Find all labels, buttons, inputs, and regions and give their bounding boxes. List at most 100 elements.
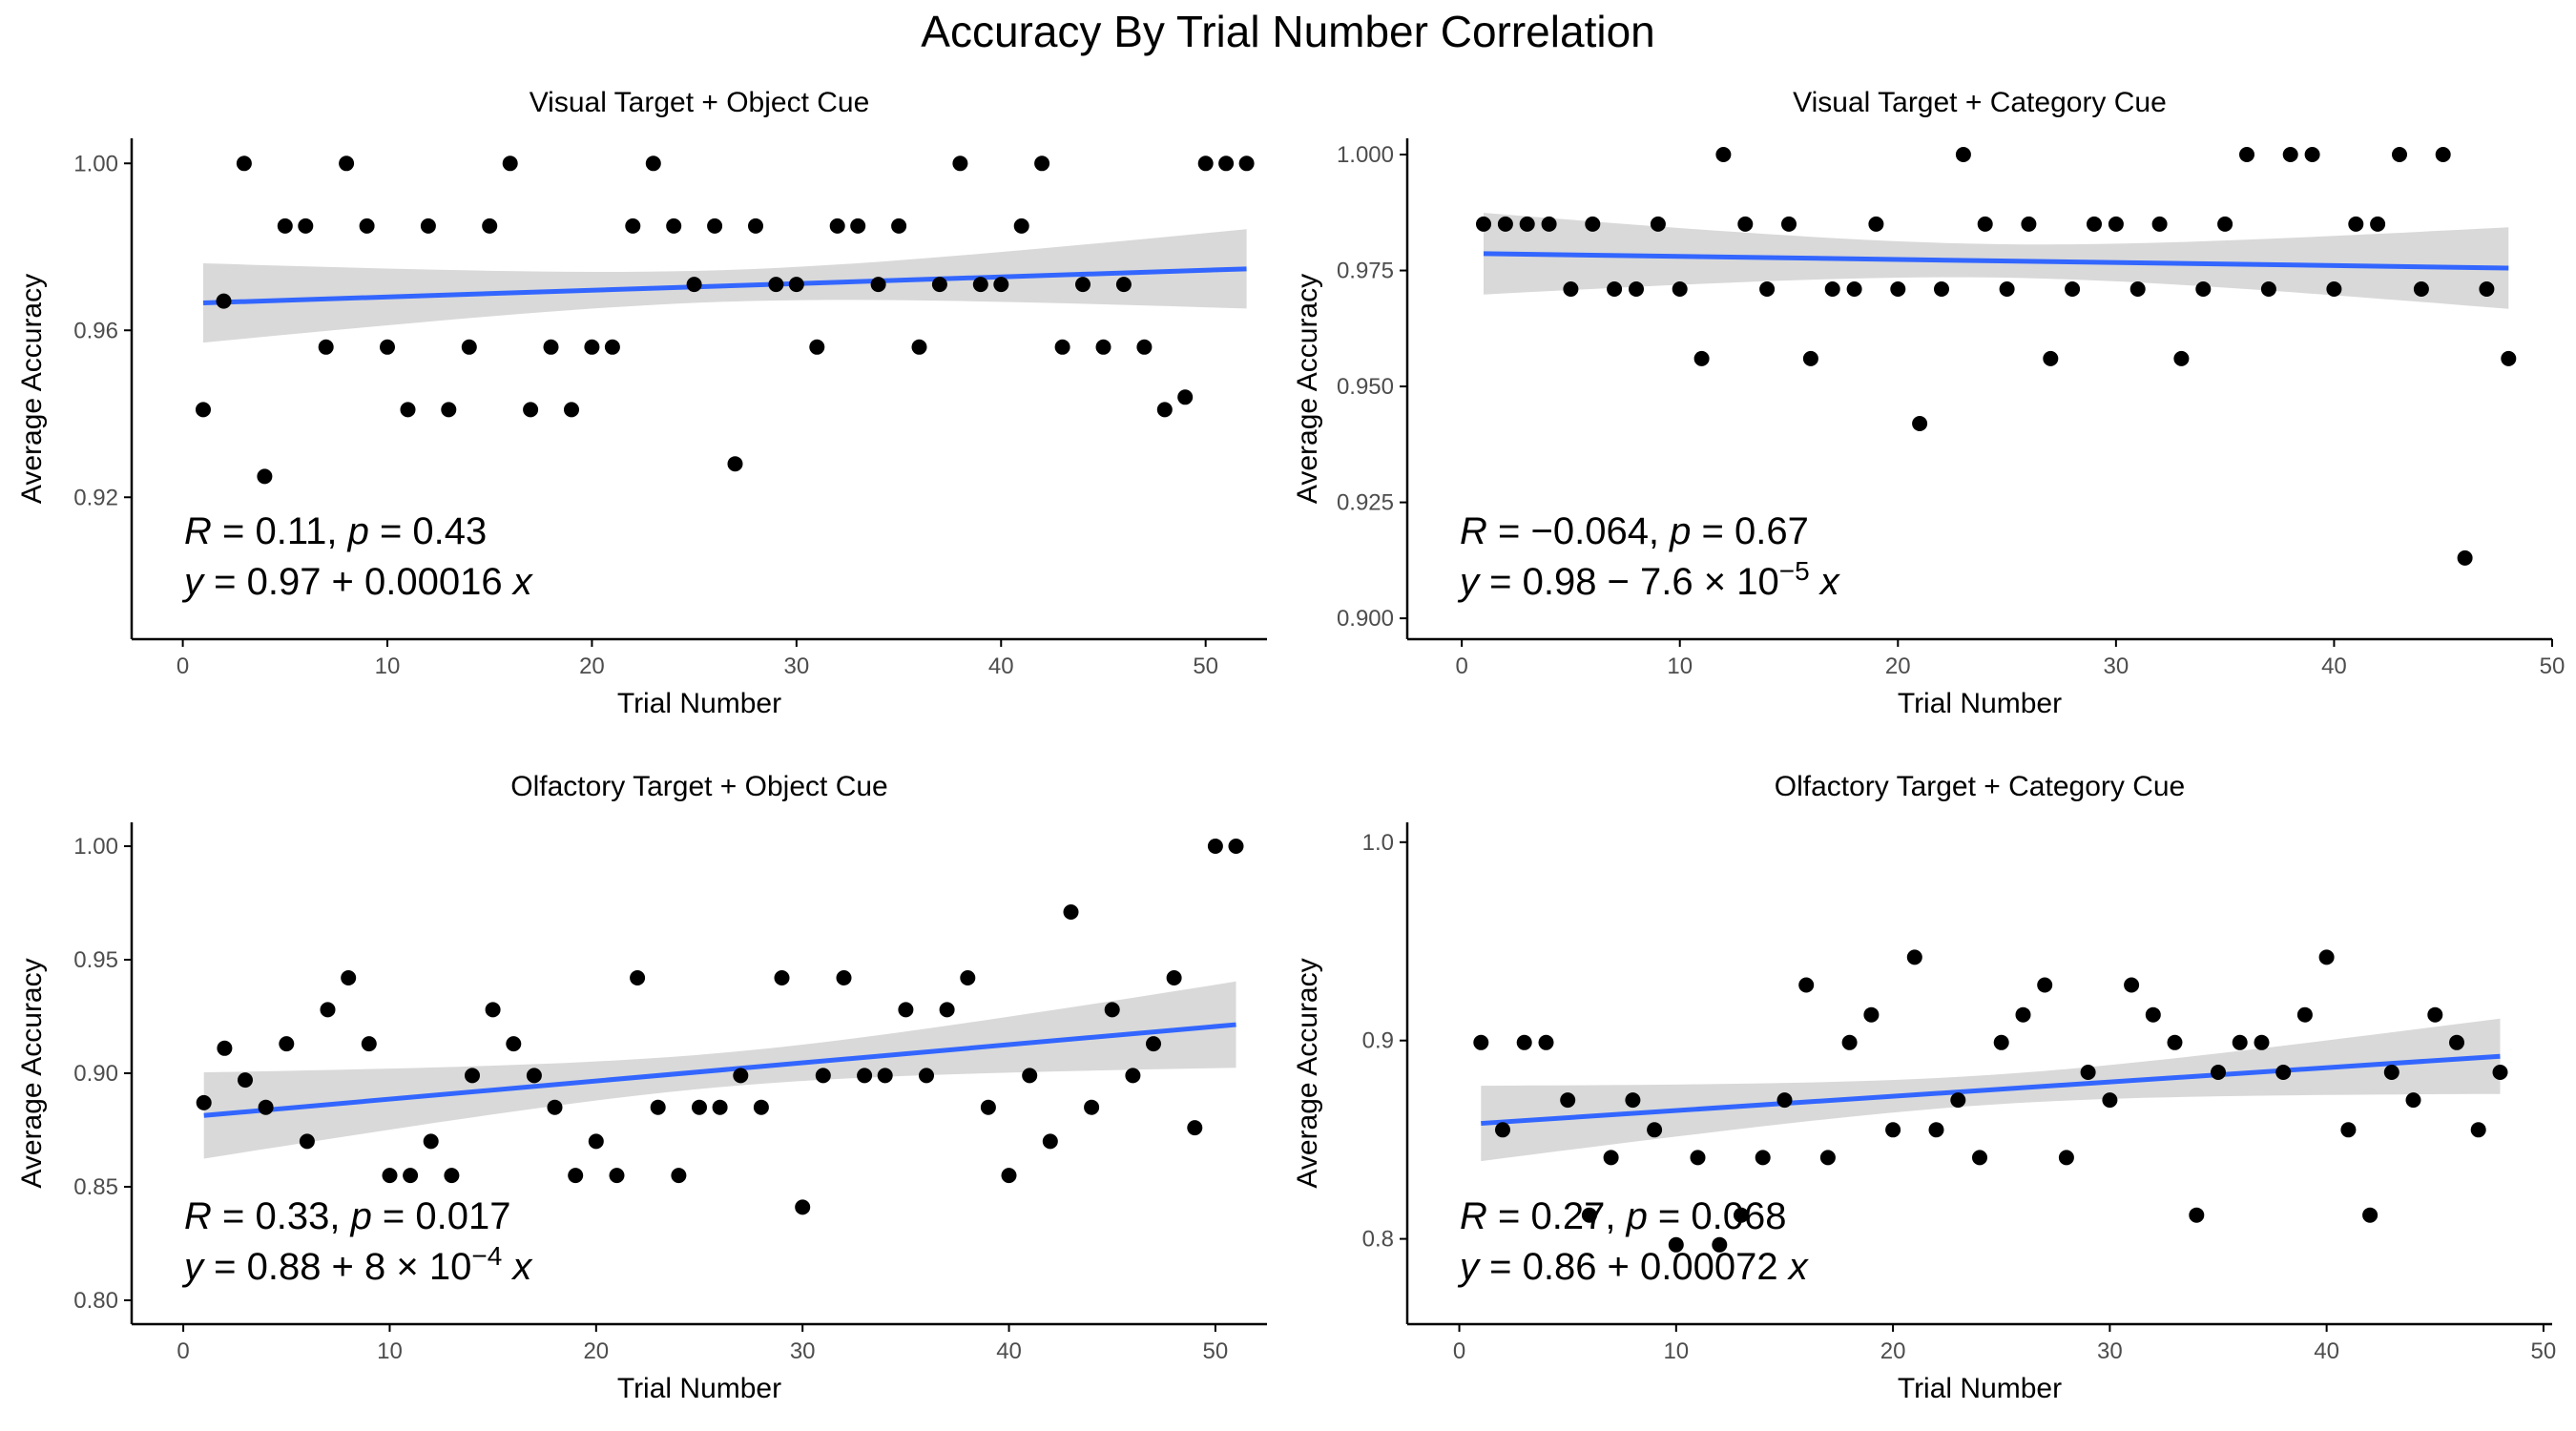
data-point — [2275, 1065, 2292, 1080]
data-point — [1999, 281, 2015, 297]
data-point — [2348, 216, 2364, 232]
data-point — [1955, 147, 1971, 162]
equation-x: x — [511, 561, 534, 603]
data-point — [753, 1099, 769, 1115]
stats-p-value: = 0.017 — [372, 1195, 511, 1237]
data-point — [1625, 1092, 1641, 1109]
data-point — [2427, 1006, 2443, 1023]
data-point — [2021, 216, 2037, 232]
data-point — [712, 1099, 728, 1115]
x-tick-label: 20 — [583, 1338, 609, 1364]
data-point — [258, 1099, 274, 1115]
data-point — [339, 156, 355, 172]
y-tick-label: 0.950 — [1337, 374, 1394, 400]
y-tick-label: 0.9 — [1362, 1028, 1394, 1054]
data-point — [609, 1168, 625, 1184]
stats-r-value: = 0.27, — [1487, 1195, 1627, 1237]
x-tick-label: 30 — [783, 653, 809, 679]
data-point — [1824, 281, 1840, 297]
stats-p-value: = 0.67 — [1691, 510, 1808, 552]
regression-line — [202, 266, 1247, 306]
equation-x: x — [510, 1246, 533, 1288]
y-tick-label: 0.8 — [1362, 1227, 1394, 1253]
data-point — [2479, 281, 2495, 297]
data-point — [2304, 147, 2320, 162]
data-point — [380, 339, 395, 355]
stats-equation: y = 0.97 + 0.00016 x — [181, 561, 534, 603]
y-tick-label: 1.00 — [73, 834, 118, 860]
data-point — [666, 218, 682, 234]
data-point — [465, 1068, 480, 1084]
data-point — [671, 1168, 687, 1184]
data-point — [1136, 339, 1153, 355]
chart-panel-3: Olfactory Target + Object Cue 0 10 20 30 40 50… — [16, 771, 1267, 1404]
data-point — [1054, 339, 1070, 355]
data-point — [543, 339, 559, 355]
data-point — [441, 402, 457, 418]
data-point — [1934, 281, 1949, 297]
data-point — [482, 218, 498, 234]
data-point — [318, 339, 334, 355]
y-tick-label: 0.900 — [1337, 606, 1394, 632]
data-point — [1084, 1099, 1100, 1115]
data-point — [196, 402, 211, 418]
data-point — [382, 1168, 398, 1184]
data-point — [993, 277, 1009, 293]
x-tick-label: 0 — [177, 653, 189, 679]
data-point — [423, 1133, 439, 1150]
data-point — [877, 1068, 893, 1084]
y-tick-label: 0.925 — [1337, 490, 1394, 516]
data-point — [707, 218, 723, 234]
data-point — [2129, 281, 2146, 297]
data-point — [1177, 389, 1194, 405]
data-point — [1473, 1034, 1489, 1050]
data-point — [2015, 1006, 2031, 1023]
data-point — [341, 970, 357, 985]
y-tick-label: 0.80 — [73, 1288, 118, 1314]
data-point — [2260, 281, 2276, 297]
data-point — [1885, 1122, 1901, 1138]
data-point — [1022, 1068, 1038, 1084]
y-axis-label: Average Accuracy — [16, 958, 48, 1188]
data-point — [2167, 1034, 2183, 1050]
y-tick-label: 0.90 — [73, 1061, 118, 1087]
data-point — [1972, 1150, 1987, 1166]
data-point — [850, 218, 866, 234]
data-point — [1846, 281, 1862, 297]
data-point — [1841, 1034, 1858, 1050]
stats-equation: y = 0.98 − 7.6 × 10−5 x — [1457, 556, 1841, 604]
data-point — [2383, 1065, 2399, 1080]
chart-panel-4: Olfactory Target + Category Cue 0 10 20 30 40… — [1292, 771, 2556, 1404]
stats-correlation: R = 0.33, p = 0.017 — [184, 1195, 511, 1237]
y-tick-label: 0.975 — [1337, 259, 1394, 284]
data-point — [1890, 281, 1906, 297]
x-tick-label: 20 — [1880, 1338, 1906, 1364]
x-tick-label: 0 — [1455, 653, 1467, 679]
x-tick-label: 20 — [579, 653, 605, 679]
data-point — [1187, 1120, 1203, 1136]
data-point — [1218, 156, 1235, 172]
x-tick-label: 30 — [2097, 1338, 2123, 1364]
x-tick-label: 30 — [2104, 653, 2129, 679]
data-point — [238, 1072, 253, 1089]
data-point — [2492, 1065, 2508, 1080]
data-point — [277, 218, 293, 234]
x-axis-label: Trial Number — [1898, 688, 2062, 719]
data-point — [1013, 218, 1029, 234]
data-point — [1115, 277, 1132, 293]
x-tick-label: 10 — [377, 1338, 403, 1364]
data-point — [2326, 281, 2342, 297]
data-point — [1734, 1207, 1749, 1223]
stats-correlation: R = 0.27, p = 0.068 — [1460, 1195, 1787, 1237]
stats-equation: y = 0.88 + 8 × 10−4 x — [181, 1241, 533, 1289]
data-point — [1238, 156, 1255, 172]
x-tick-label: 50 — [2531, 1338, 2557, 1364]
data-point — [960, 970, 976, 985]
data-point — [485, 1002, 501, 1018]
chart-panel-1: Visual Target + Object Cue 0 10 20 30 40 50 0.9… — [16, 87, 1267, 719]
data-point — [1668, 1236, 1684, 1253]
data-point — [2211, 1065, 2226, 1080]
data-point — [1516, 1034, 1532, 1050]
data-point — [809, 339, 825, 355]
data-point — [650, 1099, 666, 1115]
